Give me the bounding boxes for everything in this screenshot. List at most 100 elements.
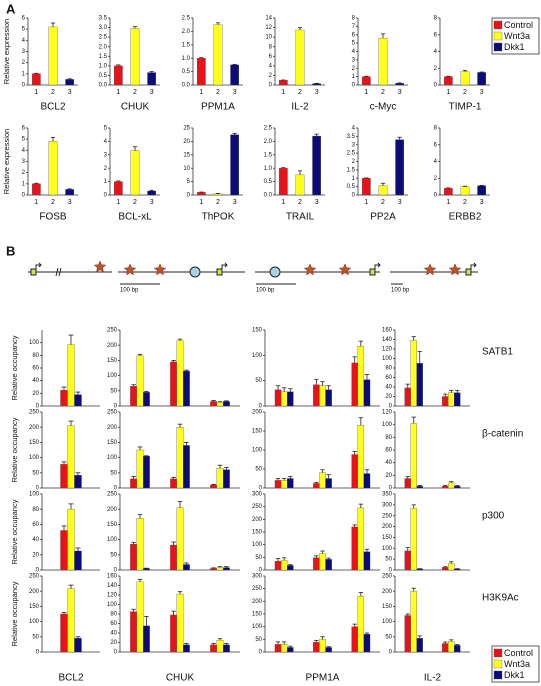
y-tick-label: 2	[352, 159, 356, 165]
x-axis-title: CHUK	[121, 102, 150, 113]
bar	[357, 596, 365, 653]
bar	[274, 480, 282, 489]
bar	[477, 72, 486, 86]
bar	[223, 567, 230, 571]
bar	[274, 644, 282, 653]
bar	[357, 507, 365, 571]
x-tick-label: 2	[381, 199, 385, 206]
site-star	[448, 263, 462, 276]
y-tick-label: 2.5	[347, 151, 356, 157]
y-tick-label: 0	[114, 568, 118, 574]
x-tick-label: 3	[398, 199, 402, 206]
y-tick-label: 4	[22, 38, 26, 44]
y-tick-label: 0	[114, 650, 118, 656]
bar	[210, 484, 217, 489]
y-tick-label: 160	[107, 574, 118, 580]
row-label: SATB1	[482, 347, 513, 358]
bar	[223, 644, 230, 653]
bar	[183, 370, 190, 407]
y-tick-label: 80	[385, 366, 392, 372]
bar	[114, 181, 123, 196]
y-tick-label: 200	[29, 425, 40, 431]
bar	[67, 425, 75, 489]
y-tick-label: 0	[389, 568, 393, 574]
bar	[170, 361, 177, 407]
y-tick-label: 0	[269, 83, 273, 89]
x-tick-label: 1	[281, 89, 285, 96]
bar	[32, 183, 41, 196]
x-tick-label: 2	[463, 199, 467, 206]
bar	[60, 464, 68, 489]
bar	[442, 396, 449, 407]
x-tick-label: 3	[315, 89, 319, 96]
y-tick-label: 0	[389, 650, 393, 656]
bar	[279, 168, 288, 196]
bar	[216, 402, 224, 407]
y-axis-title: Relative occupancy	[10, 581, 19, 646]
bar	[362, 178, 371, 196]
y-axis-title: Relative occupancy	[10, 417, 19, 482]
bar	[363, 551, 371, 571]
bar	[60, 613, 68, 653]
y-tick-label: 0	[36, 404, 40, 410]
y-tick-label: 0	[389, 404, 393, 410]
bar	[147, 190, 156, 196]
bar	[143, 625, 150, 653]
bar	[280, 560, 288, 571]
bar	[183, 445, 190, 489]
legend-label: Control	[504, 648, 533, 658]
y-tick-label: 3.5	[99, 16, 108, 22]
x-axis-title: PP2A	[370, 212, 396, 223]
bar	[74, 475, 82, 489]
bar	[351, 626, 358, 653]
bar	[416, 363, 423, 407]
x-tick-label: 2	[298, 199, 302, 206]
bar	[170, 544, 177, 571]
y-tick-label: 40	[32, 378, 39, 384]
y-tick-label: 2	[22, 170, 26, 176]
y-tick-label: 0	[434, 193, 438, 199]
bar	[362, 76, 371, 86]
bar	[279, 80, 288, 86]
x-axis-title: BCL2	[58, 673, 83, 684]
y-tick-label: 40	[385, 385, 392, 391]
y-tick-label: 150	[29, 440, 40, 446]
y-tick-label: 1.5	[182, 42, 191, 48]
bar	[313, 483, 320, 489]
bar	[130, 150, 140, 196]
legend-swatch	[493, 659, 503, 669]
y-tick-label: 300	[252, 492, 263, 498]
y-tick-label: 2	[22, 60, 26, 66]
y-tick-label: 150	[107, 358, 118, 364]
x-tick-label: 1	[199, 199, 203, 206]
bar	[223, 401, 230, 407]
y-tick-label: 50	[110, 470, 117, 476]
bar	[442, 643, 449, 653]
x-tick-label: 2	[216, 89, 220, 96]
y-tick-label: 250	[107, 492, 118, 498]
bar	[410, 507, 417, 571]
bar	[130, 478, 137, 489]
y-tick-label: 100	[252, 448, 263, 454]
y-tick-label: 0.0	[182, 83, 191, 89]
bar	[130, 28, 140, 86]
y-tick-label: 200	[107, 507, 118, 513]
bar	[351, 526, 358, 571]
bar	[444, 76, 453, 86]
x-axis-title: FOSB	[39, 212, 67, 223]
y-tick-label: 100	[252, 542, 263, 548]
bar	[477, 185, 486, 196]
bar	[143, 568, 150, 571]
bar	[136, 449, 144, 489]
y-tick-label: 6	[352, 32, 356, 38]
bar	[48, 141, 58, 196]
y-tick-label: 2	[352, 66, 356, 72]
y-tick-label: 150	[252, 530, 263, 536]
bar	[460, 186, 470, 196]
y-tick-label: 3	[352, 57, 356, 63]
x-tick-label: 1	[281, 199, 285, 206]
y-tick-label: 1	[104, 179, 108, 185]
bar	[130, 611, 137, 653]
y-tick-label: 8	[269, 44, 273, 50]
